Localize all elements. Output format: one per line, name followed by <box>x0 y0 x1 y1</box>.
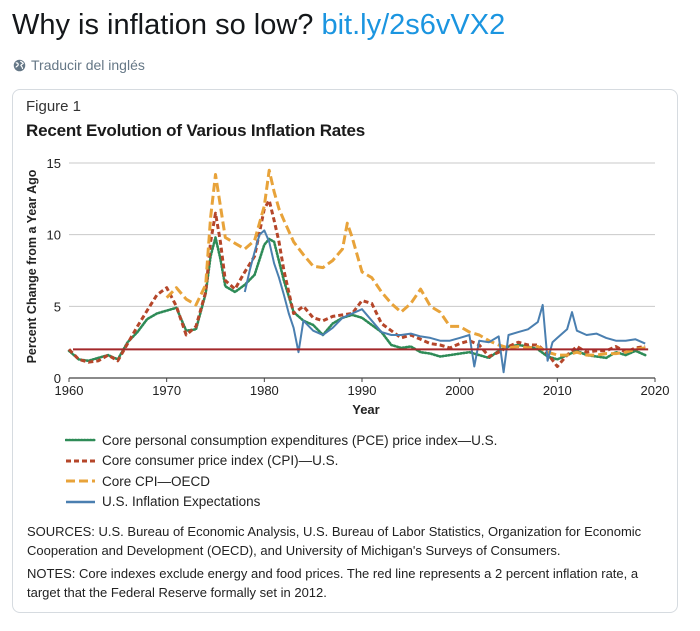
series-line-expectations <box>243 229 646 374</box>
x-tick-label: 2020 <box>641 383 670 398</box>
x-tick-label: 1990 <box>348 383 377 398</box>
legend-label-pce: Core personal consumption expenditures (… <box>102 432 498 448</box>
legend-swatch-expectations <box>66 500 95 503</box>
figure-notes: NOTES: Core indexes exclude energy and f… <box>27 566 639 600</box>
figure-sources: SOURCES: U.S. Bureau of Economic Analysi… <box>27 524 642 558</box>
series-line-oecd <box>165 168 646 357</box>
translate-link[interactable]: Traducir del inglés <box>13 57 145 73</box>
x-tick-label: 2010 <box>543 383 572 398</box>
inflation-chart: 0 5 10 15 1960 1970 1980 1990 2000 2010 2020 Year Pe… <box>25 156 670 417</box>
figure-title: Recent Evolution of Various Inflation Ra… <box>26 121 366 140</box>
tweet-text: Why is inflation so low? bit.ly/2s6vVX2 <box>12 6 505 44</box>
tweet-link[interactable]: bit.ly/2s6vVX2 <box>321 9 506 41</box>
y-tick-label: 5 <box>54 299 61 314</box>
legend-swatch-cpi <box>66 459 95 463</box>
legend-label-oecd: Core CPI—OECD <box>102 473 211 489</box>
figure-card[interactable]: Figure 1 Recent Evolution of Various Inf… <box>12 89 678 613</box>
y-axis-label: Percent Change from a Year Ago <box>25 169 39 363</box>
chart-legend: Core personal consumption expenditures (… <box>65 430 497 512</box>
legend-label-cpi: Core consumer price index (CPI)—U.S. <box>102 453 339 469</box>
figure-label: Figure 1 <box>26 98 82 115</box>
legend-swatch-oecd <box>66 479 95 483</box>
legend-item-oecd: Core CPI—OECD <box>65 471 497 492</box>
legend-item-expectations: U.S. Inflation Expectations <box>65 492 497 513</box>
x-tick-label: 1980 <box>250 383 279 398</box>
x-axis-label: Year <box>352 402 379 417</box>
legend-item-pce: Core personal consumption expenditures (… <box>65 430 497 451</box>
tweet-title: Why is inflation so low? <box>12 9 314 41</box>
series-line-cpi <box>67 198 646 368</box>
legend-item-cpi: Core consumer price index (CPI)—U.S. <box>65 451 497 472</box>
y-tick-label: 15 <box>47 156 61 171</box>
x-tick-label: 2000 <box>445 383 474 398</box>
legend-label-expectations: U.S. Inflation Expectations <box>102 494 261 510</box>
legend-swatch-pce <box>65 438 96 442</box>
globe-icon <box>13 59 26 71</box>
x-tick-label: 1960 <box>55 383 84 398</box>
y-tick-label: 0 <box>54 371 61 386</box>
y-tick-label: 10 <box>47 228 61 243</box>
translate-label: Traducir del inglés <box>31 57 145 73</box>
x-tick-label: 1970 <box>152 383 181 398</box>
